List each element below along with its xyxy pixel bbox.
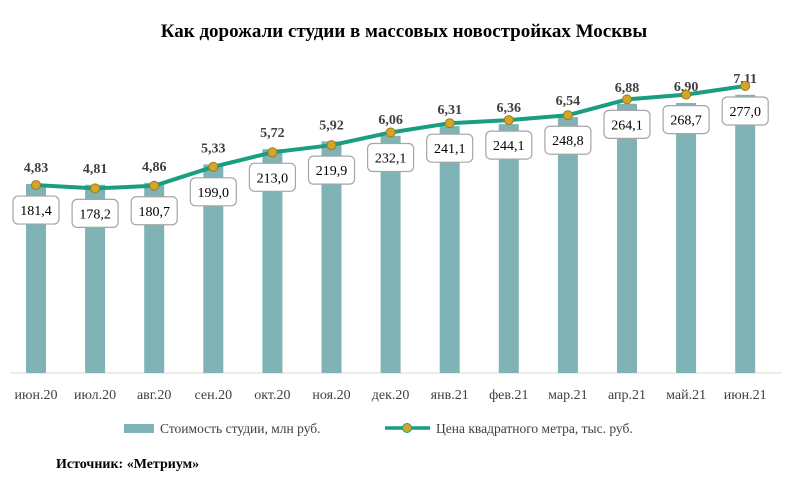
line-value-box — [721, 96, 769, 126]
bar-value-label: 4,81 — [83, 162, 108, 177]
x-tick-label: дек.20 — [372, 388, 410, 403]
bar — [144, 182, 165, 373]
bar — [735, 94, 756, 374]
legend-line-label: Цена квадратного метра, тыс. руб. — [436, 421, 633, 436]
line-point — [385, 127, 396, 138]
legend: Стоимость студии, млн руб. Цена квадратн… — [124, 421, 633, 436]
line-value-label: 180,7 — [138, 205, 170, 220]
bar-value-label: 5,92 — [319, 118, 344, 133]
bar — [380, 135, 401, 373]
x-tick-label: окт.20 — [254, 388, 290, 403]
line-value-box — [71, 198, 119, 228]
x-tick-label: фев.21 — [489, 388, 528, 403]
x-tick-label: май.21 — [666, 388, 706, 403]
line-point — [681, 89, 692, 100]
bar-value-label: 6,88 — [615, 81, 640, 96]
legend-bar-label: Стоимость студии, млн руб. — [160, 421, 321, 436]
legend-bar-swatch — [124, 424, 154, 433]
legend-line-marker — [402, 423, 412, 433]
line-value-box — [426, 133, 474, 163]
bar-value-label: 4,83 — [24, 161, 49, 176]
line-point — [267, 147, 278, 158]
line-value-label: 178,2 — [79, 207, 111, 222]
bar — [557, 117, 578, 373]
line-value-box — [367, 142, 415, 173]
line-point — [326, 140, 337, 151]
bar — [26, 184, 46, 373]
line-point — [208, 161, 219, 172]
x-tick-label: ноя.20 — [312, 388, 350, 403]
line-value-box — [248, 162, 296, 192]
line-point — [503, 115, 514, 126]
bar — [439, 126, 460, 373]
line-value-box — [662, 104, 710, 135]
bar-value-label: 6,90 — [674, 80, 699, 95]
bar — [676, 103, 697, 373]
line-series-group: 181,4 178,2 180,7 199,0 213,0 219,9 232,1 241,1… — [12, 81, 769, 228]
line-value-label: 232,1 — [375, 152, 407, 167]
bars-group: 4,83 4,81 4,86 5,33 5,72 5,92 6,06 6,31 6,36 6,54… — [24, 72, 757, 374]
line-point — [149, 180, 160, 191]
bar-value-label: 6,54 — [556, 94, 581, 109]
bar-value-label: 5,72 — [260, 126, 285, 141]
line-value-box — [12, 195, 60, 225]
line-point — [622, 94, 632, 105]
line-point — [740, 81, 751, 91]
x-tick-label: апр.21 — [608, 388, 646, 403]
line-value-label: 244,1 — [493, 139, 525, 154]
line-value-box — [307, 155, 356, 185]
line-value-box — [130, 196, 178, 226]
x-tick-label: июн.21 — [724, 388, 767, 403]
line-value-label: 181,4 — [20, 204, 52, 219]
line-value-label: 264,1 — [611, 118, 643, 133]
x-tick-label: июн.20 — [15, 388, 58, 403]
bar — [321, 141, 342, 373]
line-value-label: 219,9 — [316, 164, 348, 179]
bar — [203, 164, 224, 373]
bar-value-label: 7,11 — [733, 72, 757, 87]
line-value-label: 241,1 — [434, 142, 466, 157]
line-value-box — [189, 177, 237, 207]
chart-title: Как дорожали студии в массовых новострой… — [161, 21, 648, 42]
line-point — [90, 183, 101, 194]
source-note: Источник: «Метриум» — [56, 457, 200, 472]
bar — [85, 184, 106, 373]
bar-value-label: 4,86 — [142, 160, 167, 175]
bar — [498, 124, 519, 373]
line-value-box — [603, 109, 651, 139]
line-value-label: 199,0 — [198, 186, 230, 201]
bar — [262, 149, 283, 373]
line-value-label: 248,8 — [552, 134, 584, 149]
line-value-label: 213,0 — [257, 171, 289, 186]
x-tick-label: авг.20 — [137, 388, 172, 403]
line-value-box — [544, 125, 592, 155]
x-tick-label: мар.21 — [548, 388, 587, 403]
line-value-box — [485, 130, 533, 160]
x-tick-label: янв.21 — [431, 388, 469, 403]
bar-value-label: 6,06 — [378, 113, 403, 128]
line-value-label: 277,0 — [729, 105, 761, 120]
bar — [617, 103, 637, 374]
bar-value-label: 6,31 — [437, 103, 462, 118]
bar-value-label: 6,36 — [497, 101, 522, 116]
line-point — [562, 110, 573, 121]
x-tick-label: июл.20 — [74, 388, 116, 403]
line-point — [444, 118, 455, 129]
bar-value-label: 5,33 — [201, 141, 226, 156]
line-value-label: 268,7 — [670, 114, 702, 129]
x-axis-ticks: июн.20 июл.20 авг.20 сен.20 окт.20 ноя.20 дек.… — [15, 388, 767, 403]
x-tick-label: сен.20 — [195, 388, 233, 403]
line-point — [31, 180, 41, 191]
